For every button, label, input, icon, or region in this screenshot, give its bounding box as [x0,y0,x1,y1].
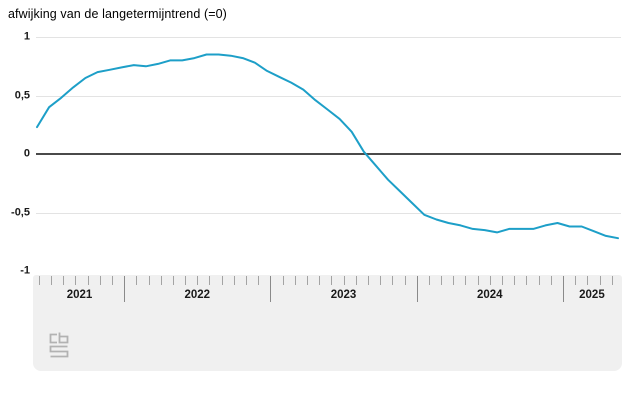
gridline [36,95,621,97]
month-tick [428,276,430,285]
month-tick [148,276,150,285]
month-tick [538,276,540,285]
y-axis-tick-label: 0,5 [14,89,30,101]
month-tick [282,276,284,285]
month-tick [233,276,235,285]
month-tick [75,276,77,285]
month-tick [50,276,52,285]
zero-baseline [36,153,621,155]
month-tick [331,276,333,285]
month-tick [367,276,369,285]
gridline [36,37,621,38]
month-tick [197,276,199,285]
month-tick [550,276,552,285]
month-tick [185,276,187,285]
month-tick [246,276,248,285]
year-label: 2023 [330,289,357,301]
year-label: 2024 [476,289,503,301]
y-axis-tick-label: 0 [23,147,30,160]
month-tick [587,276,589,285]
month-tick [465,276,467,285]
month-tick [209,276,211,285]
year-tick [124,276,126,302]
year-label: 2021 [66,289,93,301]
month-tick [136,276,138,285]
month-tick [258,276,260,285]
month-tick [63,276,65,285]
year-tick [270,276,272,302]
month-tick [599,276,601,285]
month-tick [160,276,162,285]
month-tick [38,276,40,285]
month-tick [99,276,101,285]
month-tick [221,276,223,285]
month-tick [404,276,406,285]
month-tick [502,276,504,285]
month-tick [111,276,113,285]
year-tick [562,276,564,302]
year-label: 2025 [579,289,605,301]
month-tick [477,276,479,285]
month-tick [380,276,382,285]
year-tick [416,276,418,302]
month-tick [319,276,321,285]
x-axis-panel [33,275,622,371]
month-tick [611,276,613,285]
y-axis-tick-label: -0,5 [11,206,30,218]
y-axis-tick-label: 1 [23,30,30,43]
month-tick [514,276,516,285]
cbs-logo-icon [49,332,69,358]
trend-line [36,53,619,240]
month-tick [343,276,345,285]
month-tick [453,276,455,285]
month-tick [392,276,394,285]
month-tick [575,276,577,285]
month-tick [172,276,174,285]
month-tick [87,276,89,285]
chart-title: afwijking van de langetermijntrend (=0) [8,7,227,21]
year-label: 2022 [184,289,211,301]
y-axis-tick-label: -1 [20,264,30,277]
month-tick [526,276,528,285]
month-tick [294,276,296,285]
month-tick [441,276,443,285]
gridline [36,212,621,214]
month-tick [489,276,491,285]
month-tick [355,276,357,285]
month-tick [306,276,308,285]
